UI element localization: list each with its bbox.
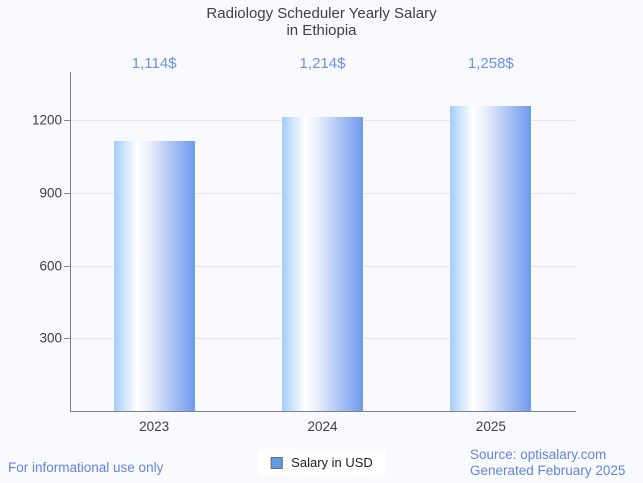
salary-bar-2025[interactable]: [450, 106, 532, 411]
generated-line: Generated February 2025: [470, 463, 626, 478]
value-annotation: 1,114$: [131, 55, 177, 72]
value-annotation: 1,258$: [467, 55, 514, 72]
y-axis-tick: [64, 338, 70, 340]
y-axis-label: 900: [39, 185, 62, 201]
y-axis-tick: [64, 265, 70, 267]
salary-bar-2023[interactable]: [113, 141, 195, 411]
x-axis-label: 2025: [475, 419, 506, 434]
legend-swatch-icon: [270, 456, 283, 469]
source-line: Source: optisalary.com: [470, 447, 607, 462]
x-axis-line: [70, 411, 576, 412]
value-annotation: 1,214$: [299, 55, 346, 72]
disclaimer-text: For informational use only: [8, 460, 164, 475]
chart-title-line1: Radiology Scheduler Yearly Salary: [206, 5, 437, 22]
y-axis-label: 300: [39, 330, 62, 346]
chart-title: Radiology Scheduler Yearly Salary in Eth…: [0, 5, 643, 39]
y-axis-tick: [64, 193, 70, 195]
y-axis-tick: [64, 120, 70, 122]
x-axis-label: 2023: [139, 419, 170, 434]
legend-label: Salary in USD: [291, 455, 373, 470]
source-text: Source: optisalary.com Generated Februar…: [470, 447, 625, 479]
legend: Salary in USD: [257, 449, 386, 476]
chart-title-line2: in Ethiopia: [286, 22, 357, 39]
x-axis-label: 2024: [307, 419, 338, 434]
y-axis-line: [70, 72, 71, 412]
y-axis-label: 1200: [31, 112, 62, 128]
y-axis-label: 600: [39, 258, 62, 274]
salary-bar-2024[interactable]: [282, 117, 363, 411]
